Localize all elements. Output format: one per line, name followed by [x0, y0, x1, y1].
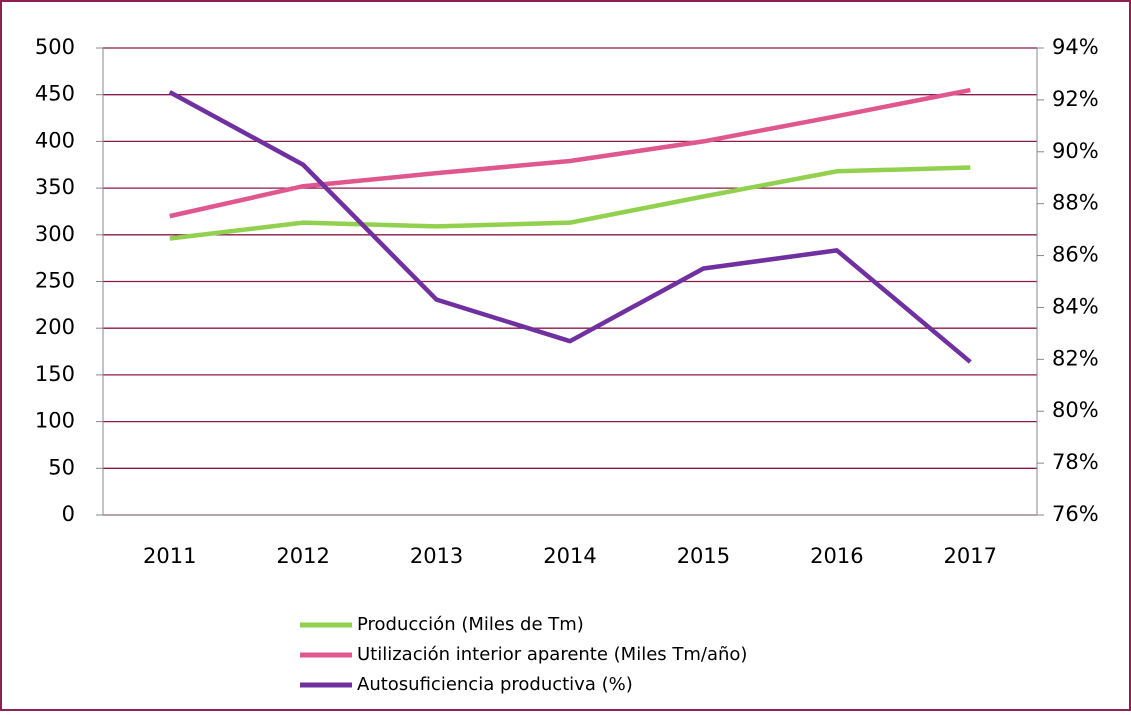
y2-tick-label: 84%	[1052, 294, 1099, 318]
legend-label: Utilización interior aparente (Miles Tm/…	[357, 644, 747, 665]
x-tick-label: 2016	[810, 544, 863, 568]
y2-tick-label: 86%	[1052, 243, 1099, 267]
y-tick-label: 0	[62, 502, 75, 526]
y2-tick-label: 82%	[1052, 346, 1099, 370]
y-tick-label: 500	[35, 35, 75, 59]
y2-tick-label: 80%	[1052, 398, 1099, 422]
y-tick-label: 200	[35, 315, 75, 339]
x-tick-label: 2012	[276, 544, 329, 568]
series-line	[169, 165, 971, 241]
y2-tick-label: 94%	[1052, 35, 1099, 59]
y-tick-label: 150	[35, 362, 75, 386]
y2-tick-label: 88%	[1052, 191, 1099, 215]
y2-tick-label: 78%	[1052, 450, 1099, 474]
x-tick-label: 2015	[677, 544, 730, 568]
y-tick-label: 350	[35, 175, 75, 199]
y-tick-label: 250	[35, 269, 75, 293]
series-line	[168, 90, 972, 364]
y2-tick-label: 92%	[1052, 87, 1099, 111]
x-tick-label: 2011	[143, 544, 196, 568]
y-tick-label: 100	[35, 409, 75, 433]
series-line	[169, 87, 971, 219]
y2-tick-label: 76%	[1052, 502, 1099, 526]
x-tick-label: 2014	[543, 544, 596, 568]
legend-label: Autosuficiencia productiva (%)	[357, 674, 633, 695]
y2-tick-label: 90%	[1052, 139, 1099, 163]
y-tick-label: 300	[35, 222, 75, 246]
y-tick-label: 50	[48, 455, 75, 479]
legend-label: Producción (Miles de Tm)	[357, 614, 584, 635]
y-tick-label: 450	[35, 82, 75, 106]
x-tick-label: 2017	[944, 544, 997, 568]
y-tick-label: 400	[35, 128, 75, 152]
x-tick-label: 2013	[410, 544, 463, 568]
legend: Producción (Miles de Tm) Utilización inte…	[300, 614, 747, 695]
